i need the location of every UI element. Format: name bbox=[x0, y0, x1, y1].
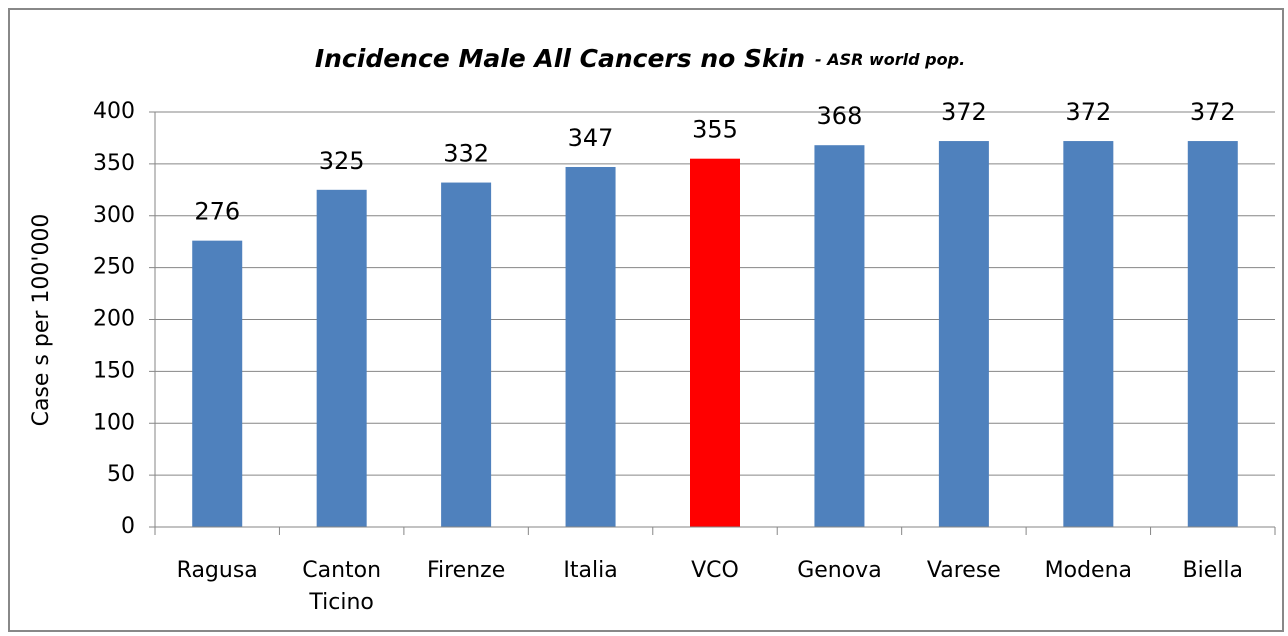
data-label: 325 bbox=[319, 147, 365, 175]
chart-subtitle: - ASR world pop. bbox=[815, 50, 965, 69]
bar bbox=[316, 189, 367, 527]
y-axis-label: Case s per 100'000 bbox=[29, 214, 54, 427]
y-tick-label: 350 bbox=[93, 151, 135, 176]
x-tick-label: VCO bbox=[691, 558, 739, 583]
x-tick-label: Varese bbox=[926, 558, 1001, 583]
y-tick-label: 50 bbox=[107, 462, 135, 487]
bar bbox=[814, 145, 865, 527]
y-tick-label: 200 bbox=[93, 307, 135, 332]
bar bbox=[690, 158, 740, 527]
x-tick-label: Firenze bbox=[426, 558, 506, 583]
x-tick-label: Canton Ticino bbox=[302, 558, 382, 615]
data-label: 372 bbox=[941, 98, 987, 126]
data-label: 372 bbox=[1065, 98, 1111, 126]
y-tick-label: 150 bbox=[93, 358, 135, 383]
data-label: 372 bbox=[1190, 98, 1236, 126]
bar bbox=[1187, 141, 1238, 528]
y-tick-label: 100 bbox=[93, 410, 135, 435]
y-tick-label: 400 bbox=[93, 99, 135, 124]
bar bbox=[938, 141, 989, 528]
x-tick-label: Ragusa bbox=[176, 558, 258, 583]
data-label: 332 bbox=[443, 140, 489, 168]
x-tick-label: Biella bbox=[1182, 558, 1243, 583]
x-tick-label: Italia bbox=[563, 558, 618, 583]
y-tick-label: 300 bbox=[93, 203, 135, 228]
bar bbox=[1063, 141, 1114, 528]
data-label: 355 bbox=[692, 116, 738, 144]
bar bbox=[441, 182, 492, 528]
y-tick-label: 250 bbox=[93, 255, 135, 280]
chart-title-group: Incidence Male All Cancers no Skin - ASR … bbox=[315, 44, 965, 73]
x-tick-label: Modena bbox=[1044, 558, 1133, 583]
bar bbox=[565, 166, 616, 528]
data-label: 347 bbox=[568, 124, 614, 152]
data-label: 276 bbox=[194, 198, 240, 226]
data-label: 368 bbox=[817, 102, 863, 130]
y-tick-label: 0 bbox=[121, 514, 135, 539]
x-tick-label: Genova bbox=[797, 558, 882, 583]
chart-title: Incidence Male All Cancers no Skin bbox=[315, 44, 805, 73]
bar bbox=[192, 240, 243, 527]
